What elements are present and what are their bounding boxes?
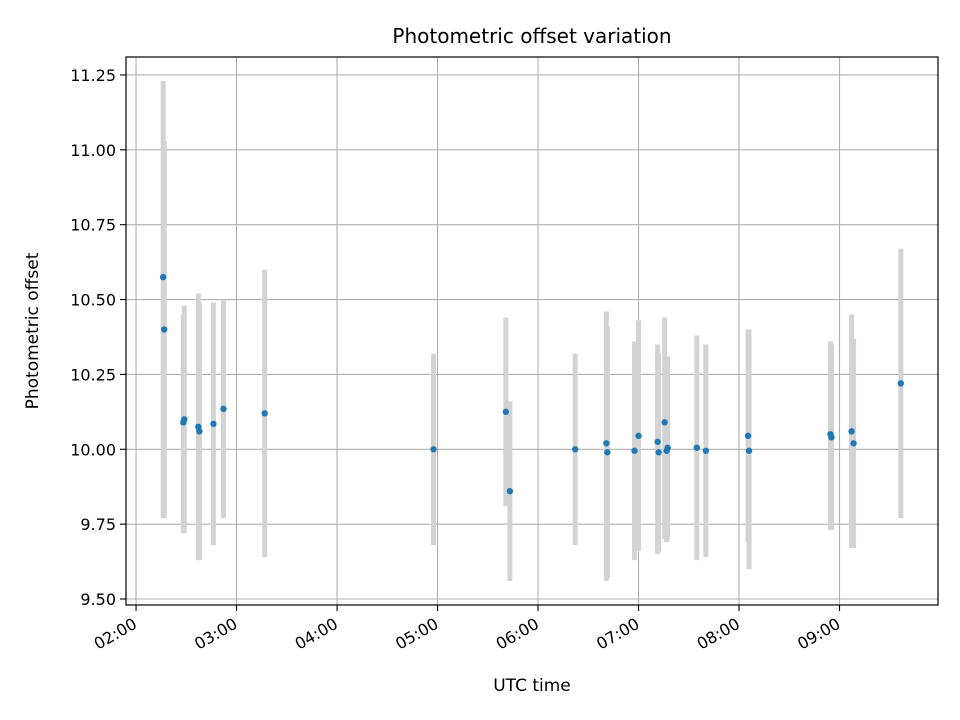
data-point — [220, 405, 227, 413]
tick-layer: 02:00 03:00 04:00 05:00 06:00 07:00 08:00 09:00… — [70, 66, 843, 654]
data-point — [261, 410, 268, 417]
data-point — [702, 447, 710, 454]
data-point — [159, 273, 167, 281]
data-point — [506, 488, 514, 495]
data-point — [502, 408, 510, 416]
y-axis-title: Photometric offset — [23, 252, 43, 409]
data-point — [850, 440, 857, 447]
data-point — [654, 438, 661, 445]
y-tick-label: 9.50 — [80, 590, 116, 609]
data-point — [181, 416, 188, 423]
data-point — [604, 449, 611, 456]
point-layer — [159, 273, 905, 495]
y-tick-label: 11.25 — [70, 66, 116, 85]
data-point — [572, 446, 579, 453]
data-point — [160, 326, 168, 333]
data-point — [635, 432, 642, 440]
data-point — [631, 447, 638, 454]
chart-title: Photometric offset variation — [392, 24, 671, 48]
data-point — [664, 444, 671, 451]
data-point — [661, 419, 668, 426]
y-tick-label: 10.00 — [70, 440, 116, 459]
data-point — [848, 428, 855, 435]
data-point — [744, 432, 752, 440]
x-axis-title: UTC time — [493, 676, 571, 696]
data-point — [430, 446, 437, 453]
y-tick-label: 10.25 — [70, 365, 116, 384]
y-tick-label: 10.75 — [70, 216, 116, 235]
data-point — [897, 380, 905, 387]
data-point — [655, 449, 662, 456]
y-tick-label: 9.75 — [80, 515, 116, 534]
data-point — [745, 447, 753, 454]
data-point — [828, 434, 835, 441]
plot-frame — [125, 56, 939, 606]
data-point — [210, 420, 217, 428]
data-point — [693, 444, 701, 451]
y-tick-label: 11.00 — [70, 141, 116, 160]
data-point — [196, 428, 203, 435]
data-point — [603, 440, 610, 447]
y-tick-label: 10.50 — [70, 291, 116, 310]
